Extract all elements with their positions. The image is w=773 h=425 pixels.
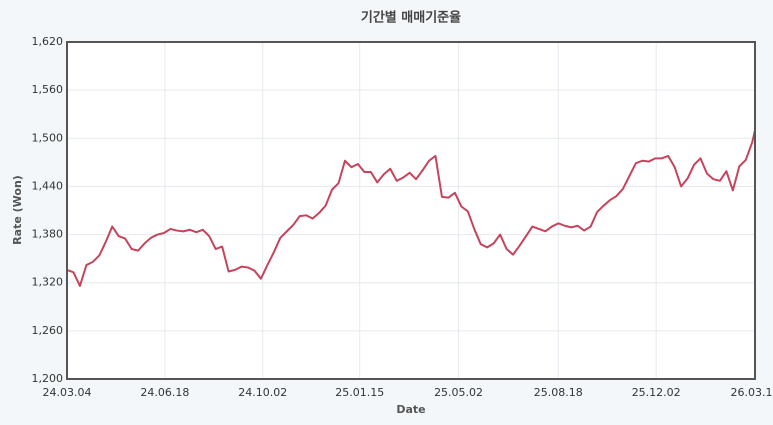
y-tick-label: 1,320 (32, 276, 64, 289)
y-axis-label: Rate (Won) (11, 175, 24, 245)
plot-frame (66, 41, 756, 380)
x-tick-label: 26.03.19 (731, 386, 773, 399)
plot-area (67, 42, 755, 379)
y-tick-label: 1,200 (32, 372, 64, 385)
x-tick-label: 24.10.02 (238, 386, 287, 399)
y-tick-label: 1,500 (32, 131, 64, 144)
chart-title: 기간별 매매기준율 (361, 10, 461, 26)
y-tick-label: 1,260 (32, 324, 64, 337)
x-tick-label: 24.06.18 (140, 386, 189, 399)
x-tick-label: 25.08.18 (534, 386, 583, 399)
y-tick-label: 1,620 (32, 35, 64, 48)
y-tick-label: 1,560 (32, 83, 64, 96)
x-tick-label: 25.05.02 (434, 386, 483, 399)
y-tick-label: 1,380 (32, 228, 64, 241)
x-axis-label: Date (396, 403, 425, 416)
x-tick-label: 24.03.04 (43, 386, 92, 399)
x-tick-label: 25.01.15 (335, 386, 384, 399)
y-tick-label: 1,440 (32, 179, 64, 192)
data-line (66, 130, 756, 287)
x-tick-label: 25.12.02 (632, 386, 681, 399)
